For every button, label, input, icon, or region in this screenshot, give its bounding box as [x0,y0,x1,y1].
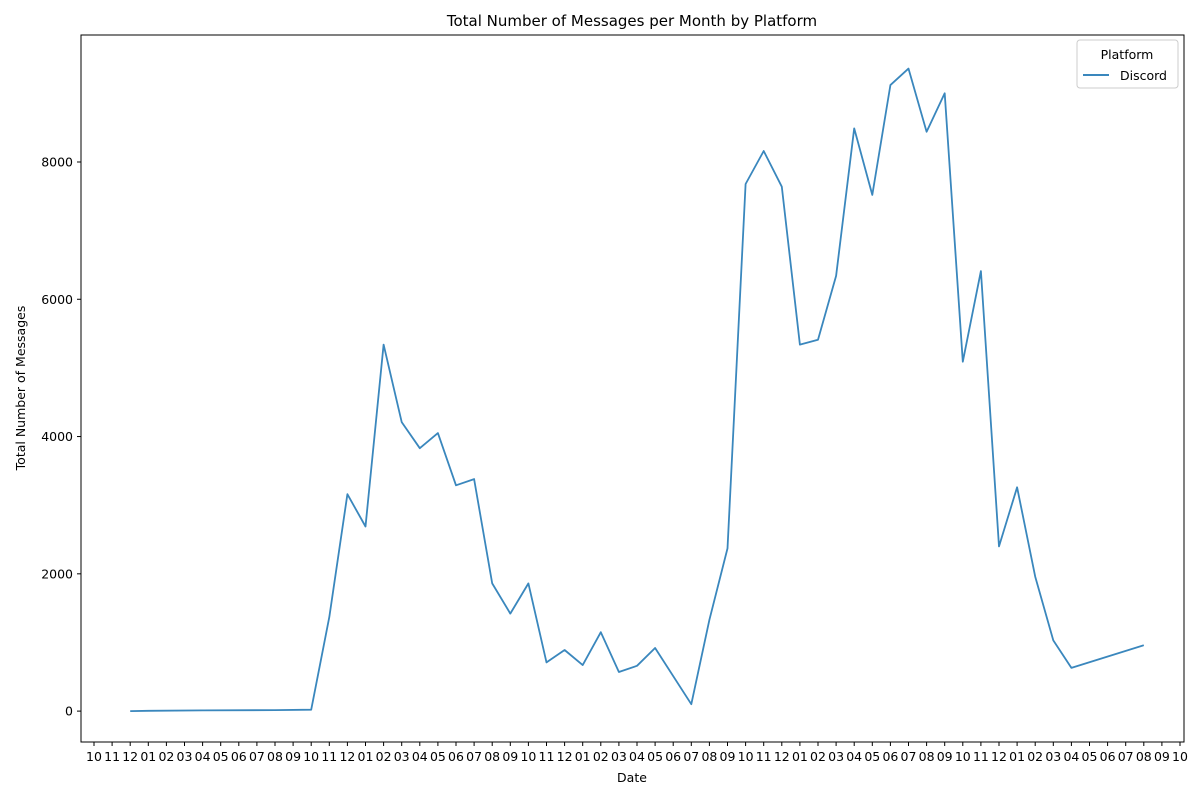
x-tick-label: 12 [991,749,1007,764]
x-tick-label: 08 [267,749,283,764]
x-tick-label: 08 [484,749,500,764]
x-tick-label: 10 [738,749,754,764]
x-tick-label: 09 [937,749,953,764]
x-tick-label: 08 [919,749,935,764]
legend-entry-discord: Discord [1120,68,1167,83]
x-tick-label: 10 [86,749,102,764]
x-tick-label: 08 [1136,749,1152,764]
x-tick-label: 11 [539,749,555,764]
x-tick-label: 04 [846,749,862,764]
x-tick-label: 11 [104,749,120,764]
x-tick-label: 09 [1154,749,1170,764]
x-axis: 10 11 12 01 02 03 04 05 06 07 08 09 10 11 12 01 02 03 04 05… [86,742,1188,764]
x-tick-label: 11 [973,749,989,764]
x-tick-label: 12 [339,749,355,764]
x-tick-label: 12 [122,749,138,764]
y-tick-label: 8000 [41,154,73,169]
x-tick-label: 07 [249,749,265,764]
x-tick-label: 07 [683,749,699,764]
legend: Platform Discord [1076,39,1179,89]
x-tick-label: 05 [213,749,229,764]
x-tick-label: 01 [1009,749,1025,764]
x-tick-label: 09 [502,749,518,764]
x-tick-label: 06 [1100,749,1116,764]
x-tick-label: 03 [611,749,627,764]
x-tick-label: 04 [1063,749,1079,764]
x-tick-label: 05 [1082,749,1098,764]
x-tick-label: 04 [195,749,211,764]
x-tick-label: 02 [1027,749,1043,764]
x-tick-label: 05 [864,749,880,764]
x-tick-label: 05 [647,749,663,764]
x-tick-label: 07 [1118,749,1134,764]
x-tick-label: 06 [231,749,247,764]
x-tick-label: 11 [321,749,337,764]
x-tick-label: 10 [955,749,971,764]
x-tick-label: 07 [901,749,917,764]
x-tick-label: 03 [394,749,410,764]
y-tick-label: 0 [65,704,73,719]
x-tick-label: 02 [158,749,174,764]
x-tick-label: 04 [629,749,645,764]
x-tick-label: 01 [140,749,156,764]
x-tick-label: 03 [1045,749,1061,764]
x-tick-label: 03 [828,749,844,764]
y-tick-label: 2000 [41,566,73,581]
x-tick-label: 08 [701,749,717,764]
x-tick-label: 09 [285,749,301,764]
x-tick-label: 10 [520,749,536,764]
x-tick-label: 01 [792,749,808,764]
x-tick-label: 06 [448,749,464,764]
y-axis-label: Total Number of Messages [13,306,28,472]
chart-title: Total Number of Messages per Month by Pl… [446,12,817,30]
x-tick-label: 01 [358,749,374,764]
y-tick-label: 6000 [41,292,73,307]
x-tick-label: 10 [303,749,319,764]
plot-area [80,34,1185,743]
series-line-discord [130,67,1145,712]
x-axis-label: Date [617,770,647,785]
y-axis: 0 2000 4000 6000 8000 [41,154,81,719]
x-tick-label: 05 [430,749,446,764]
series-layer [130,67,1145,712]
legend-title: Platform [1101,47,1154,62]
y-tick-label: 4000 [41,429,73,444]
x-tick-label: 03 [177,749,193,764]
x-tick-label: 02 [376,749,392,764]
x-tick-label: 04 [412,749,428,764]
x-tick-label: 10 [1172,749,1188,764]
x-tick-label: 12 [557,749,573,764]
x-tick-label: 07 [466,749,482,764]
x-tick-label: 12 [774,749,790,764]
x-tick-label: 02 [593,749,609,764]
x-tick-label: 09 [720,749,736,764]
x-tick-label: 06 [665,749,681,764]
x-tick-label: 02 [810,749,826,764]
x-tick-label: 11 [756,749,772,764]
x-tick-label: 06 [882,749,898,764]
x-tick-label: 01 [575,749,591,764]
